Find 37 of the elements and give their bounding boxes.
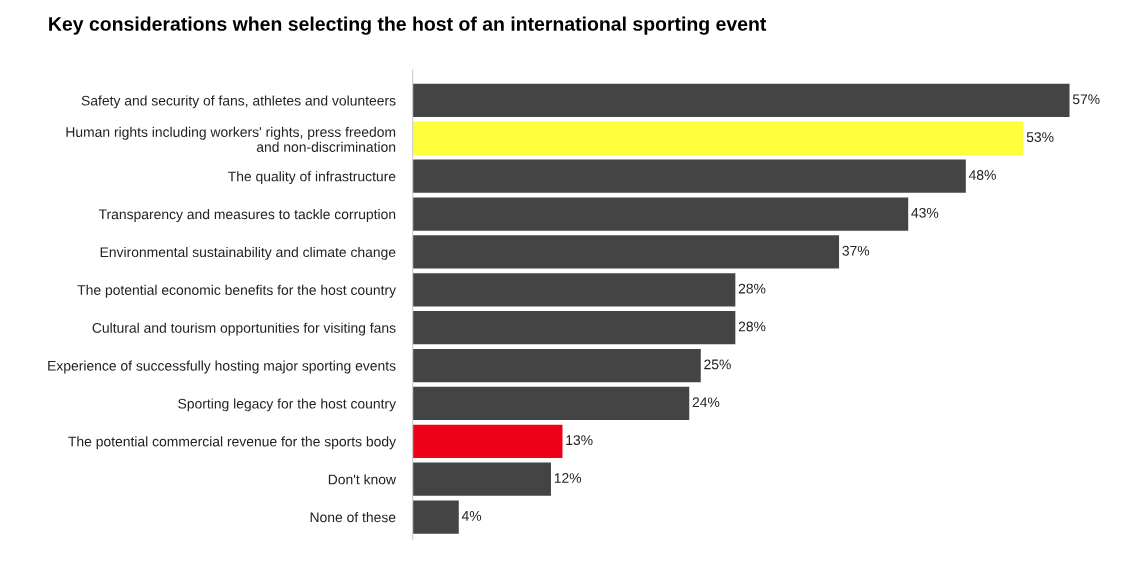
bar — [412, 159, 966, 193]
y-tick-label: Environmental sustainability and climate change — [100, 246, 396, 260]
y-tick-label: None of these — [310, 512, 396, 523]
bar — [412, 500, 459, 534]
y-tick-label: Human rights including workers' rights, press freedom and non-discrimination — [66, 126, 396, 152]
data-label: 43% — [911, 207, 939, 218]
data-label: 28% — [738, 283, 766, 294]
y-tick-label: The potential commercial revenue for the sports body — [68, 436, 397, 450]
y-tick-label: Safety and security of fans, athletes and volunteers — [81, 95, 396, 109]
data-label: 24% — [692, 397, 720, 408]
y-tick-label: Sporting legacy for the host country — [178, 398, 396, 412]
data-label: 28% — [738, 321, 766, 332]
bar — [412, 197, 909, 231]
data-label: 37% — [842, 245, 870, 256]
y-tick-label: Don't know — [328, 474, 397, 485]
bar — [412, 121, 1024, 155]
bar — [412, 348, 701, 383]
bar — [412, 386, 690, 421]
y-tick-label: The potential economic benefits for the host country — [77, 284, 397, 298]
data-label: 12% — [554, 473, 582, 483]
data-label: 53% — [1026, 132, 1054, 143]
y-tick-label: Experience of successfully hosting major sporting events — [48, 360, 396, 374]
chart-title: Key considerations when selecting the host of an international sporting event — [49, 16, 767, 35]
bar — [412, 273, 736, 307]
bar — [412, 462, 551, 496]
data-label: 57% — [1072, 94, 1100, 105]
bar — [412, 311, 736, 345]
bar — [412, 424, 563, 458]
y-tick-label: Cultural and tourism opportunities for visiting fans — [92, 322, 396, 336]
data-label: 48% — [968, 170, 996, 180]
bar — [412, 235, 840, 269]
y-tick-label: Transparency and measures to tackle corruption — [98, 209, 396, 222]
data-label: 25% — [704, 359, 731, 370]
bar — [412, 83, 1070, 118]
data-label: 4% — [461, 511, 482, 521]
y-tick-label: The quality of infrastructure — [228, 171, 396, 185]
data-label: 13% — [566, 435, 593, 446]
